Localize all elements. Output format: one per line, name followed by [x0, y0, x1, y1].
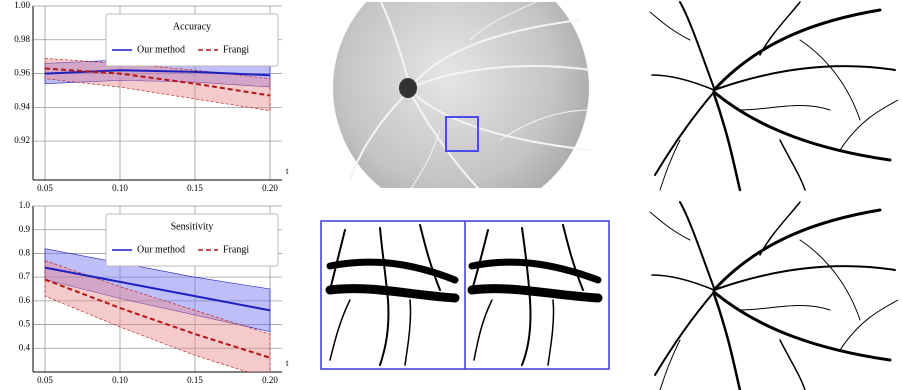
x-tick-label: 0.05: [37, 375, 53, 385]
x-axis-label: t: [286, 358, 289, 368]
legend: Sensitivity Our method Frangi: [105, 213, 279, 267]
y-tick-label: 0.7: [19, 271, 31, 281]
y-tick-label: 1.0: [19, 200, 31, 210]
legend-title: Sensitivity: [171, 221, 214, 232]
plot-area: [44, 248, 271, 372]
legend-title: Accuracy: [173, 21, 211, 32]
vessel-maps: [648, 1, 900, 390]
x-tick-label: 0.20: [262, 375, 278, 385]
y-tick-label: 0.5: [19, 319, 31, 329]
x-tick-label: 0.15: [187, 375, 203, 385]
x-axis-label: t: [286, 166, 289, 176]
legend-box: [105, 13, 279, 67]
y-tick-label: 0.4: [19, 342, 31, 352]
chart: 0.92 0.94 0.96 0.98 1.00 0.05 0.10 0.15 0.20 t Acc…: [14, 0, 289, 193]
legend-label: Our method: [137, 244, 185, 255]
confidence-band: [44, 260, 271, 372]
legend: Accuracy Our method Frangi: [105, 13, 279, 67]
series-line: [44, 278, 271, 359]
zoom-crops: [320, 220, 610, 370]
y-tick-label: 0.98: [14, 34, 30, 44]
y-tick-label: 1.00: [14, 0, 30, 10]
x-tick-label: 0.10: [112, 375, 128, 385]
chart: 0.4 0.5 0.6 0.7 0.8 0.9 1.0 0.05 0.10 0.15 0.20 t Se…: [19, 200, 289, 385]
legend-label: Our method: [137, 44, 185, 55]
y-tick-label: 0.94: [14, 101, 30, 111]
y-tick-label: 0.6: [19, 295, 31, 305]
series-line: [44, 69, 271, 77]
x-tick-label: 0.05: [37, 183, 53, 193]
y-tick-label: 0.92: [14, 135, 30, 145]
legend-box: [105, 213, 279, 267]
legend-label: Frangi: [223, 244, 249, 255]
plot-area: [44, 58, 271, 112]
series-line: [44, 266, 271, 312]
y-tick-label: 0.8: [19, 247, 31, 257]
series-line: [44, 67, 271, 97]
legend-label: Frangi: [223, 44, 249, 55]
x-tick-label: 0.15: [187, 183, 203, 193]
x-tick-label: 0.10: [112, 183, 128, 193]
y-tick-label: 0.96: [14, 68, 30, 78]
fundus-image: [333, 2, 591, 188]
y-tick-label: 0.9: [19, 224, 31, 234]
confidence-band: [44, 248, 271, 333]
x-tick-label: 0.20: [262, 183, 278, 193]
